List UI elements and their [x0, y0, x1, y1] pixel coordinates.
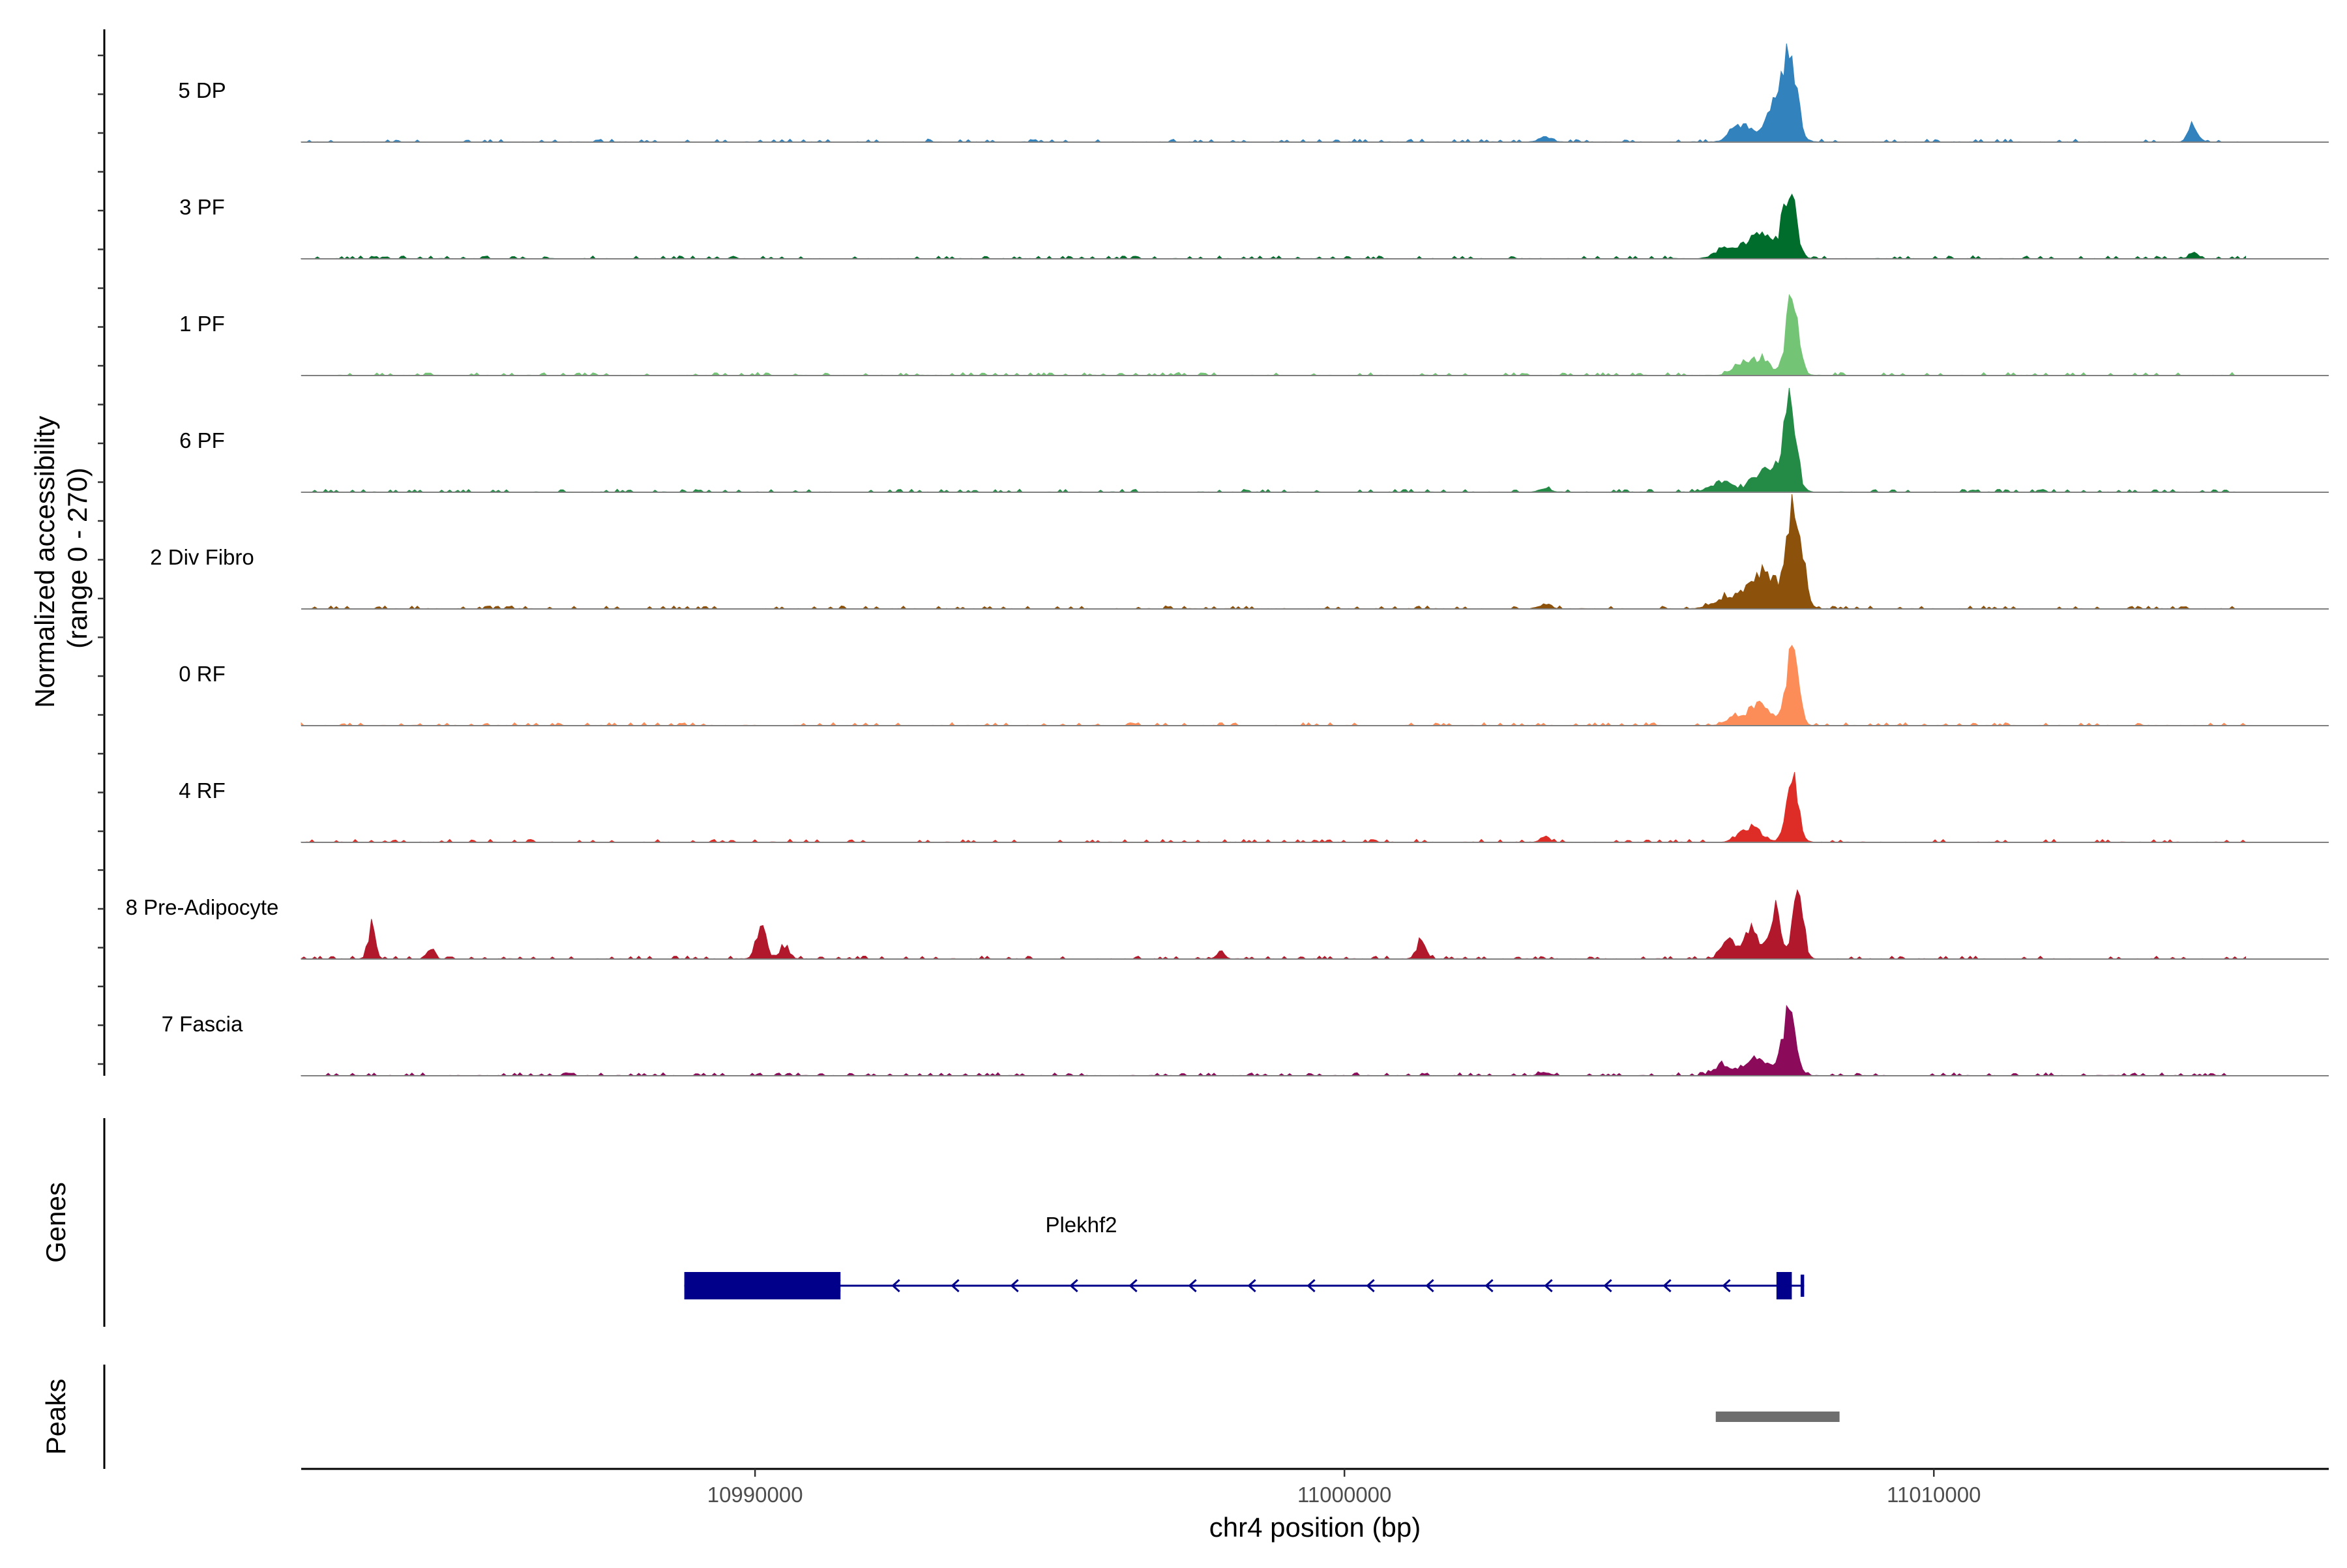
gene-name: Plekhf2	[1045, 1213, 1117, 1237]
x-tick-label: 11010000	[1887, 1483, 1981, 1507]
strand-arrow	[1484, 1279, 1494, 1293]
coverage-area	[301, 494, 2247, 610]
track-label: 4 RF	[179, 778, 226, 803]
strand-arrow	[1603, 1279, 1612, 1293]
track-6-pf: 6 PF	[179, 388, 2329, 493]
track-5-dp: 5 DP	[178, 43, 2329, 143]
track-8-pre-adipocyte: 8 Pre-Adipocyte	[126, 889, 2329, 960]
coverage-area	[301, 193, 2247, 259]
x-axis-ticks: 10990000 11000000 11010000	[707, 1469, 1981, 1507]
track-1-pf: 1 PF	[179, 293, 2329, 376]
coverage-y-axis-title: Normalized accessibility (range 0 - 270)	[29, 408, 93, 708]
track-label: 6 PF	[179, 428, 225, 452]
strand-arrow	[891, 1279, 900, 1293]
strand-arrow	[1247, 1279, 1256, 1293]
coverage-area	[301, 293, 2247, 376]
strand-arrow	[1129, 1279, 1138, 1293]
gene-exon	[1776, 1272, 1792, 1299]
coverage-tracks: 5 DP 3 PF 1 PF 6 PF 2 Div Fibro 0 RF 4 RF 8 Pre…	[126, 43, 2329, 1076]
x-axis-title: chr4 position (bp)	[1209, 1512, 1421, 1543]
track-0-rf: 0 RF	[179, 644, 2329, 726]
track-4-rf: 4 RF	[179, 772, 2329, 843]
track-label: 5 DP	[178, 78, 226, 102]
genes-track-label: Genes	[40, 1182, 71, 1263]
gene-annotations: Plekhf2	[684, 1213, 1805, 1299]
peak-region	[1715, 1412, 1840, 1422]
strand-arrow	[951, 1279, 960, 1293]
strand-arrow	[1425, 1279, 1434, 1293]
strand-arrow	[1188, 1279, 1197, 1293]
strand-arrow	[1306, 1279, 1316, 1293]
track-3-pf: 3 PF	[179, 193, 2329, 259]
track-label: 8 Pre-Adipocyte	[126, 895, 279, 919]
peak-regions	[1715, 1412, 1840, 1422]
coverage-y-ticks	[98, 54, 104, 1065]
strand-arrow	[1366, 1279, 1375, 1293]
coverage-area	[301, 43, 2247, 143]
gene-exon	[684, 1272, 841, 1299]
strand-arrow	[1010, 1279, 1019, 1293]
coverage-area	[301, 644, 2247, 726]
track-label: 7 Fascia	[162, 1012, 243, 1036]
coverage-area	[301, 388, 2247, 493]
coverage-area	[301, 889, 2247, 960]
track-7-fascia: 7 Fascia	[162, 1005, 2329, 1076]
track-2-div-fibro: 2 Div Fibro	[150, 494, 2329, 610]
strand-arrow	[1662, 1279, 1672, 1293]
track-label: 2 Div Fibro	[150, 545, 254, 569]
track-label: 0 RF	[179, 662, 226, 686]
track-label: 1 PF	[179, 312, 225, 336]
x-tick-label: 11000000	[1297, 1483, 1391, 1507]
strand-arrow	[1722, 1279, 1731, 1293]
strand-arrow	[1069, 1279, 1078, 1293]
track-label: 3 PF	[179, 195, 225, 219]
peaks-track-label: Peaks	[40, 1379, 71, 1455]
strand-arrow	[1544, 1279, 1553, 1293]
gene-exon	[1800, 1275, 1805, 1297]
x-tick-label: 10990000	[707, 1483, 803, 1507]
coverage-area	[301, 1005, 2247, 1076]
coverage-area	[301, 772, 2247, 843]
